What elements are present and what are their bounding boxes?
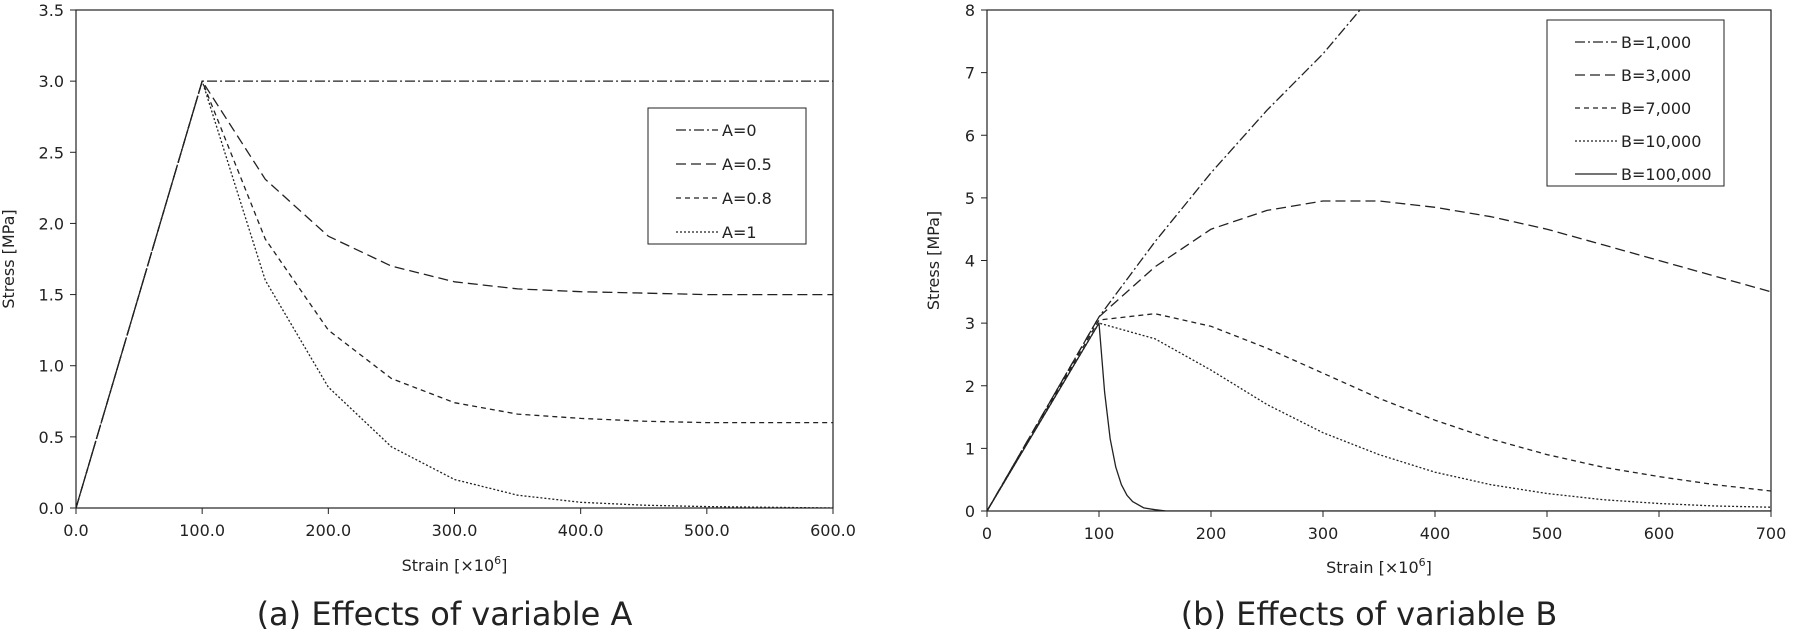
legend-label: A=0.5 (722, 155, 772, 174)
y-axis-title: Stress [MPa] (0, 209, 18, 308)
y-tick-label: 7 (965, 64, 975, 83)
series-line-2 (987, 200, 1771, 511)
x-tick-label: 500 (1532, 524, 1563, 543)
x-tick-label: 300.0 (432, 521, 478, 540)
panel-caption: (a) Effects of variable A (257, 595, 633, 633)
y-tick-label: 0.5 (39, 428, 64, 447)
y-tick-label: 3.0 (39, 72, 64, 91)
chart-b: 0 100 200 300 400 500 600 700 0 1 2 3 4 5 6 7 8 Strain [×… (924, 1, 1786, 633)
series-line-5 (987, 322, 1771, 511)
series-line-4 (76, 80, 833, 508)
series-line-2 (76, 80, 833, 508)
x-tick-label: 700 (1756, 524, 1787, 543)
y-tick-label: 3.5 (39, 1, 64, 20)
chart-a: 0.0 100.0 200.0 300.0 400.0 500.0 600.0 0.0 0.5 1… (0, 1, 856, 633)
series-line-3 (76, 80, 833, 508)
y-tick-label: 2 (965, 377, 975, 396)
y-tick-label: 5 (965, 189, 975, 208)
x-tick-label: 200 (1196, 524, 1227, 543)
y-tick-label: 2.5 (39, 143, 64, 162)
legend-label: A=1 (722, 223, 757, 242)
x-tick-label: 200.0 (305, 521, 351, 540)
x-tick-label: 100 (1084, 524, 1115, 543)
legend-label: B=1,000 (1621, 33, 1691, 52)
x-tick-label: 600.0 (810, 521, 856, 540)
legend-label: A=0 (722, 121, 757, 140)
y-tick-label: 8 (965, 1, 975, 20)
plot-frame (75, 9, 834, 509)
legend-box (1546, 19, 1725, 187)
x-tick-label: 400 (1420, 524, 1451, 543)
y-tick-label: 3 (965, 314, 975, 333)
y-tick-label: 0 (965, 502, 975, 521)
legend-label: B=7,000 (1621, 99, 1691, 118)
legend-label: B=100,000 (1621, 165, 1712, 184)
y-tick-label: 1.0 (39, 357, 64, 376)
x-tick-label: 100.0 (179, 521, 225, 540)
x-tick-label: 300 (1308, 524, 1339, 543)
x-tick-label: 0.0 (63, 521, 88, 540)
x-tick-label: 600 (1644, 524, 1675, 543)
y-axis-title: Stress [MPa] (924, 211, 943, 310)
y-tick-label: 1.5 (39, 286, 64, 305)
x-tick-label: 400.0 (558, 521, 604, 540)
y-tick-label: 0.0 (39, 499, 64, 518)
series-line-1 (987, 10, 1361, 511)
legend-label: A=0.8 (722, 189, 772, 208)
y-tick-label: 6 (965, 126, 975, 145)
y-tick-label: 4 (965, 252, 975, 271)
series-line-3 (987, 313, 1771, 511)
legend-box (647, 107, 807, 245)
y-tick-label: 1 (965, 439, 975, 458)
x-tick-label: 0 (982, 524, 992, 543)
series-line-4 (987, 322, 1771, 511)
legend-label: B=3,000 (1621, 66, 1691, 85)
panel-caption: (b) Effects of variable B (1181, 595, 1558, 633)
y-tick-label: 2.0 (39, 214, 64, 233)
x-tick-label: 500.0 (684, 521, 730, 540)
x-axis-title: Strain [×106] (402, 554, 508, 575)
x-axis-title: Strain [×106] (1326, 556, 1432, 577)
legend-label: B=10,000 (1621, 132, 1701, 151)
